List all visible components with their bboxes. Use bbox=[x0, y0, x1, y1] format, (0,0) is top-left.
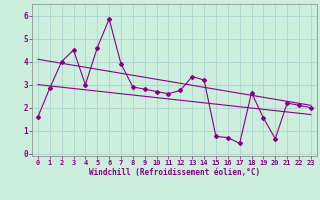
X-axis label: Windchill (Refroidissement éolien,°C): Windchill (Refroidissement éolien,°C) bbox=[89, 168, 260, 177]
